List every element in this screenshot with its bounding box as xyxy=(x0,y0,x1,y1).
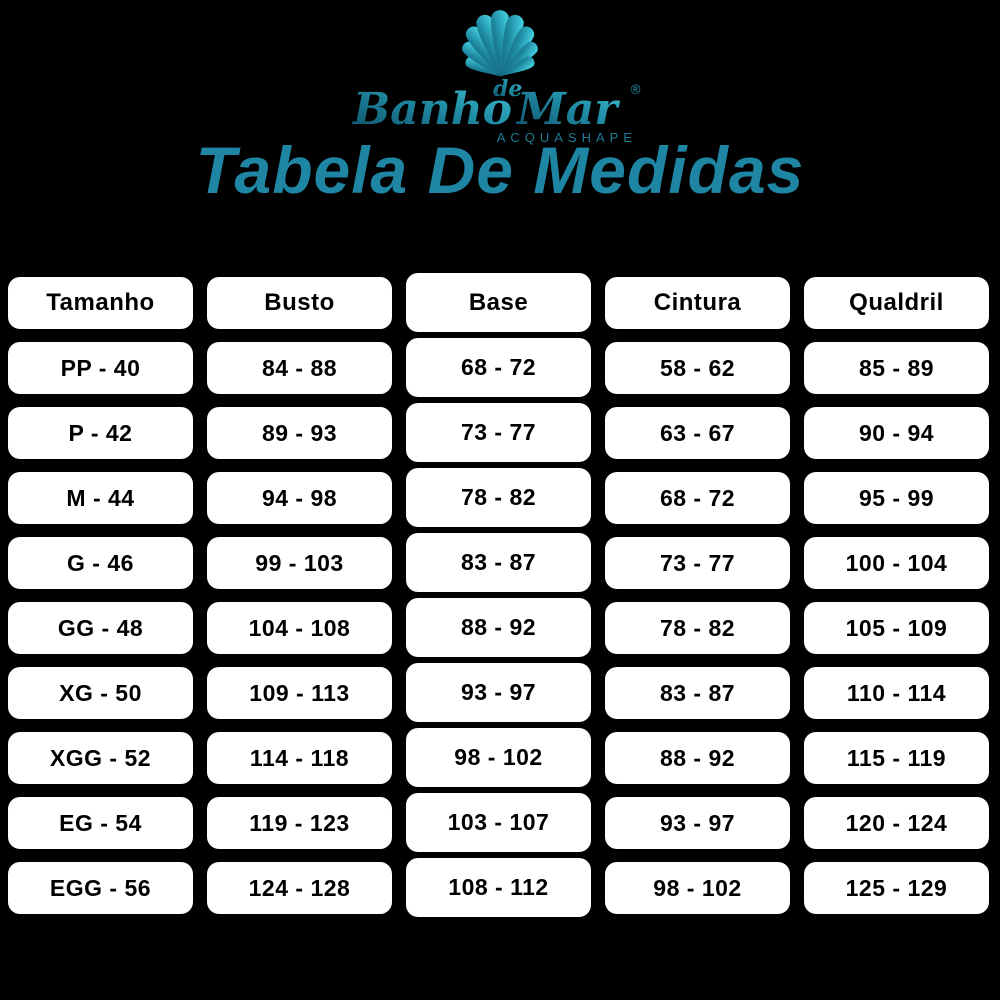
measure-cell: 124 - 128 xyxy=(207,862,392,914)
size-cell: XG - 50 xyxy=(8,667,193,719)
measure-cell: 63 - 67 xyxy=(605,407,790,459)
measure-cell: 104 - 108 xyxy=(207,602,392,654)
measure-cell: 88 - 92 xyxy=(605,732,790,784)
size-cell: G - 46 xyxy=(8,537,193,589)
registered-trademark-symbol: ® xyxy=(629,83,642,98)
brand-word-banho: Banho xyxy=(351,84,512,135)
size-cell: EG - 54 xyxy=(8,797,193,849)
measure-cell: 84 - 88 xyxy=(207,342,392,394)
scallop-shell-svg xyxy=(462,10,538,77)
brand-word-de: de xyxy=(493,76,522,102)
measure-cell: 125 - 129 xyxy=(804,862,989,914)
measure-cell: 90 - 94 xyxy=(804,407,989,459)
measure-cell: 93 - 97 xyxy=(406,663,591,722)
size-cell: M - 44 xyxy=(8,472,193,524)
size-cell: EGG - 56 xyxy=(8,862,193,914)
page-title: Tabela De Medidas xyxy=(195,133,805,207)
brand-word-mar: Mar xyxy=(515,84,620,135)
measure-cell: 108 - 112 xyxy=(406,858,591,917)
measure-cell: 98 - 102 xyxy=(406,728,591,787)
measure-cell: 100 - 104 xyxy=(804,537,989,589)
measure-cell: 114 - 118 xyxy=(207,732,392,784)
measure-cell: 78 - 82 xyxy=(406,468,591,527)
measure-cell: 94 - 98 xyxy=(207,472,392,524)
column-header-tamanho: Tamanho xyxy=(8,277,193,329)
size-cell: PP - 40 xyxy=(8,342,193,394)
measure-cell: 73 - 77 xyxy=(406,403,591,462)
measure-cell: 120 - 124 xyxy=(804,797,989,849)
measure-cell: 99 - 103 xyxy=(207,537,392,589)
measure-cell: 95 - 99 xyxy=(804,472,989,524)
column-header-cintura: Cintura xyxy=(605,277,790,329)
measure-cell: 115 - 119 xyxy=(804,732,989,784)
size-cell: P - 42 xyxy=(8,407,193,459)
measure-cell: 89 - 93 xyxy=(207,407,392,459)
measure-cell: 105 - 109 xyxy=(804,602,989,654)
measure-cell: 110 - 114 xyxy=(804,667,989,719)
measure-cell: 98 - 102 xyxy=(605,862,790,914)
measure-cell: 83 - 87 xyxy=(605,667,790,719)
measure-cell: 93 - 97 xyxy=(605,797,790,849)
measure-cell: 68 - 72 xyxy=(406,338,591,397)
column-header-busto: Busto xyxy=(207,277,392,329)
size-cell: XGG - 52 xyxy=(8,732,193,784)
scallop-shell-icon xyxy=(445,4,555,80)
column-header-qualdril: Qualdril xyxy=(804,277,989,329)
measure-cell: 78 - 82 xyxy=(605,602,790,654)
measure-cell: 58 - 62 xyxy=(605,342,790,394)
brand-logo: Banho de Mar ® ACQUASHAPE xyxy=(345,76,655,146)
measure-cell: 109 - 113 xyxy=(207,667,392,719)
measure-cell: 68 - 72 xyxy=(605,472,790,524)
measure-cell: 119 - 123 xyxy=(207,797,392,849)
brand-wordmark-svg: Banho de Mar ® ACQUASHAPE xyxy=(351,76,642,145)
size-cell: GG - 48 xyxy=(8,602,193,654)
measure-cell: 73 - 77 xyxy=(605,537,790,589)
measure-cell: 83 - 87 xyxy=(406,533,591,592)
subbrand-acquashape: ACQUASHAPE xyxy=(497,130,637,145)
measure-cell: 88 - 92 xyxy=(406,598,591,657)
column-header-base: Base xyxy=(406,273,591,332)
measure-cell: 103 - 107 xyxy=(406,793,591,852)
measure-cell: 85 - 89 xyxy=(804,342,989,394)
size-table: Tamanho Busto Base Cintura Qualdril PP - 40 84… xyxy=(8,273,989,917)
